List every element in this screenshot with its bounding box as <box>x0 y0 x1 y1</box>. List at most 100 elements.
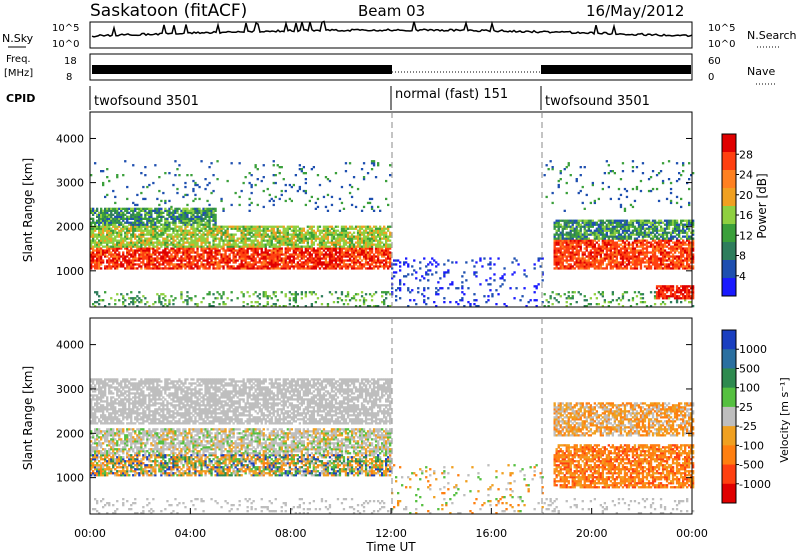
power-cell <box>244 265 247 268</box>
power-cell <box>154 241 157 244</box>
power-cell <box>272 303 275 306</box>
power-cell <box>246 303 249 306</box>
power-cell <box>274 239 277 242</box>
power-cell <box>238 255 241 258</box>
power-cell <box>617 263 621 266</box>
power-cell <box>140 213 143 216</box>
power-cell <box>144 229 147 232</box>
power-cell <box>631 267 635 270</box>
power-cell <box>332 233 336 236</box>
power-cell <box>563 168 566 171</box>
power-cell <box>565 247 568 250</box>
power-cell <box>154 229 157 232</box>
power-cell <box>643 243 647 246</box>
power-cell <box>603 225 607 228</box>
power-cell <box>142 185 145 189</box>
power-cell <box>555 249 558 252</box>
power-cell <box>350 265 354 268</box>
power-cell <box>569 267 572 270</box>
power-cell <box>204 211 207 214</box>
power-cell <box>230 225 233 228</box>
power-cell <box>597 197 601 201</box>
power-cell <box>198 257 201 260</box>
power-cell <box>150 217 153 220</box>
power-cell <box>294 229 298 232</box>
power-cell <box>334 263 338 266</box>
power-cell <box>348 241 352 244</box>
power-cell <box>118 263 121 266</box>
power-cell <box>96 245 99 248</box>
power-cell <box>298 237 302 240</box>
power-cell <box>228 239 231 242</box>
beam-title: Beam 03 <box>358 2 425 20</box>
power-cell <box>370 259 374 262</box>
power-cell <box>208 305 211 308</box>
power-cell <box>314 263 318 266</box>
power-cell <box>599 223 603 226</box>
power-cell <box>258 261 261 264</box>
power-cell <box>256 247 259 250</box>
power-cell <box>607 237 611 240</box>
power-cell <box>280 193 283 197</box>
power-cell <box>184 225 187 228</box>
power-cell <box>118 217 121 220</box>
power-cell <box>158 253 161 256</box>
power-cell <box>192 239 195 242</box>
power-cell <box>362 231 366 234</box>
power-cell <box>124 259 127 262</box>
power-cell <box>565 245 568 248</box>
power-cell <box>589 225 593 228</box>
power-cell <box>599 255 603 258</box>
power-cell <box>94 241 97 244</box>
power-cell <box>224 243 227 246</box>
power-cell <box>340 249 344 252</box>
power-cell <box>204 237 207 240</box>
power-cell <box>623 233 627 236</box>
power-cell <box>553 261 556 264</box>
power-cell <box>186 239 189 242</box>
power-cell <box>222 243 225 246</box>
power-cell <box>204 241 207 244</box>
power-cell <box>150 267 153 270</box>
power-cell <box>583 219 586 222</box>
power-cell <box>447 287 450 290</box>
power-cell <box>326 261 330 264</box>
power-cell <box>156 227 159 230</box>
power-cell <box>306 245 310 248</box>
power-cell <box>130 241 133 244</box>
power-cell <box>629 251 633 254</box>
power-cell <box>383 225 386 228</box>
power-cell <box>393 275 396 278</box>
power-cell <box>218 265 221 268</box>
power-cell <box>94 211 97 214</box>
power-cell <box>595 233 599 236</box>
power-cell <box>266 255 269 258</box>
power-cell <box>338 235 342 238</box>
power-cell <box>583 229 586 232</box>
power-cell <box>238 245 241 248</box>
power-cell <box>385 297 388 300</box>
power-cell <box>322 227 326 230</box>
power-cell <box>284 249 287 252</box>
power-cell <box>118 231 121 234</box>
power-cell <box>132 223 135 226</box>
power-cell <box>124 221 127 224</box>
power-cell <box>637 249 641 252</box>
power-cell <box>258 225 261 228</box>
power-cell <box>256 235 259 238</box>
power-cell <box>180 213 183 216</box>
power-cell <box>322 243 326 246</box>
power-cell <box>264 235 267 238</box>
power-cell <box>354 247 358 250</box>
power-cell <box>142 239 145 242</box>
power-cell <box>563 253 566 256</box>
power-cell <box>154 301 157 304</box>
power-cell <box>615 229 619 232</box>
power-cell <box>192 263 195 266</box>
power-cell <box>383 301 386 304</box>
power-cell <box>579 259 582 262</box>
power-cell <box>312 261 316 264</box>
power-cell <box>344 239 348 242</box>
power-cell <box>126 197 129 201</box>
power-cell <box>581 237 584 240</box>
